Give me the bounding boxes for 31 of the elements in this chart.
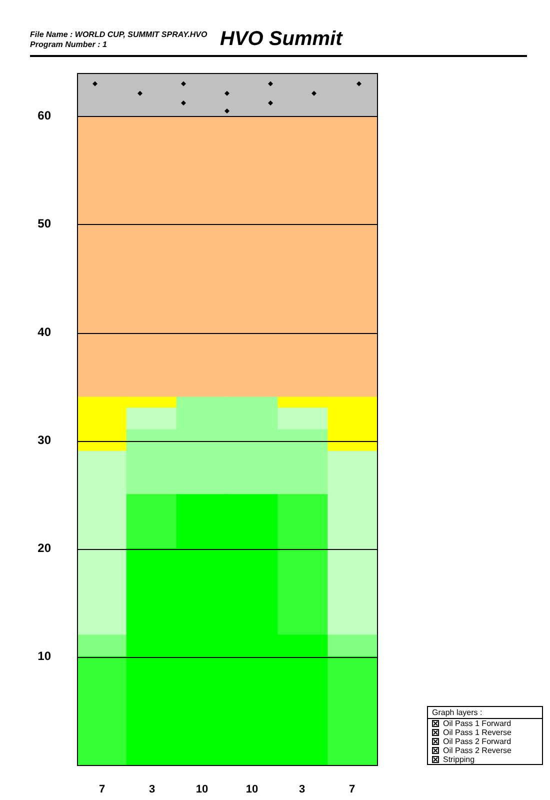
x-tick-label: 10: [246, 784, 258, 796]
text: Graph layers :: [428, 707, 542, 719]
text: Stripping: [443, 755, 475, 764]
x-tick-label: 7: [98, 784, 106, 796]
x-tick-label: 10: [196, 784, 208, 796]
bar: [77, 634, 128, 658]
chart-title: HVO Summit: [220, 28, 342, 51]
y-tick-label: 60: [38, 108, 52, 123]
bar: [276, 408, 328, 430]
bar: [326, 634, 377, 658]
y-tick-label: 30: [38, 432, 52, 447]
bar: [77, 656, 128, 765]
text: Oil Pass 1 Forward: [443, 719, 512, 728]
bar: [326, 450, 377, 636]
bar: [276, 494, 328, 636]
y-tick-label: 20: [38, 541, 52, 556]
text: Oil Pass 2 Forward: [443, 737, 512, 746]
bar: [326, 656, 377, 765]
y-tick-label: 10: [38, 649, 52, 664]
x-tick-label: 3: [298, 784, 306, 796]
y-tick-label: 50: [38, 216, 52, 231]
text: Program Number : 1: [30, 40, 108, 50]
x-tick-label: 7: [348, 784, 356, 796]
bar: [126, 494, 178, 550]
bar: [126, 408, 178, 430]
text: Oil Pass 2 Reverse: [443, 746, 512, 755]
y-tick-label: 40: [38, 324, 52, 339]
text: File Name : WORLD CUP, SUMMIT SPRAY.HVO: [30, 30, 208, 40]
x-tick-label: 3: [148, 784, 156, 796]
bar: [77, 450, 128, 636]
text: Oil Pass 1 Reverse: [443, 728, 512, 737]
